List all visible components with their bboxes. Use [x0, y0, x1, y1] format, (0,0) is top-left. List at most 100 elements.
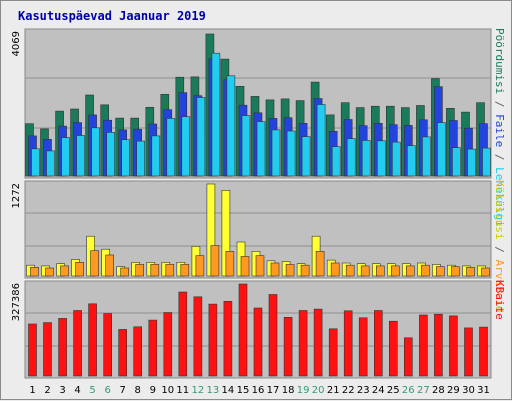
x-tick-label: 19: [297, 385, 310, 396]
bar: [331, 146, 341, 177]
bar: [286, 130, 296, 177]
legend-entry: /: [493, 147, 506, 167]
bar: [45, 267, 54, 277]
bar: [196, 97, 206, 177]
y-max-label: 1272: [11, 183, 22, 208]
x-tick-label: 20: [312, 385, 325, 396]
bar: [451, 266, 460, 277]
panel-2: [24, 180, 492, 279]
bar: [31, 148, 40, 177]
bar: [330, 262, 340, 277]
plot-panels: [24, 28, 492, 379]
bar: [390, 265, 400, 277]
bar: [211, 52, 221, 177]
bar: [422, 136, 431, 177]
legend-entry: Külastusi: [493, 180, 506, 240]
bar: [481, 267, 490, 277]
x-tick-label: 13: [207, 385, 220, 396]
bar: [388, 320, 398, 377]
bar: [135, 264, 144, 277]
bar: [360, 265, 370, 277]
bar: [193, 296, 203, 377]
bar: [452, 147, 461, 177]
y-max-label: 4069: [11, 31, 22, 56]
bar: [151, 135, 161, 177]
bar: [436, 266, 445, 277]
bar: [43, 322, 52, 377]
x-tick-label: 6: [105, 385, 111, 396]
x-tick-label: 16: [252, 385, 265, 396]
x-tick-label: 14: [222, 385, 235, 396]
legend-entry: Lehekülgi: [493, 167, 506, 227]
bar: [482, 147, 491, 177]
x-tick-label: 17: [267, 385, 280, 396]
bar: [90, 250, 99, 277]
bar: [298, 310, 308, 377]
bar: [255, 255, 265, 277]
bar: [403, 337, 413, 377]
bar: [180, 264, 190, 277]
x-tick-label: 23: [357, 385, 370, 396]
x-tick-label: 29: [447, 385, 460, 396]
bar: [118, 329, 127, 377]
bar: [479, 326, 488, 377]
panel-1: [24, 28, 492, 179]
legend-panel2: Külastusi / Arvuteid: [493, 180, 506, 312]
bar: [76, 135, 85, 177]
bar: [373, 310, 383, 377]
x-tick-label: 22: [342, 385, 355, 396]
bar: [283, 316, 293, 377]
bar: [271, 129, 281, 177]
legend-entry: /: [493, 94, 506, 114]
x-tick-label: 8: [135, 385, 141, 396]
x-tick-label: 28: [432, 385, 445, 396]
legend-entry: Faile: [493, 114, 506, 147]
bar: [88, 303, 97, 377]
bar: [361, 140, 371, 177]
bar: [181, 116, 191, 177]
x-tick-label: 15: [237, 385, 250, 396]
bar: [28, 323, 37, 377]
bar: [256, 121, 266, 177]
bar: [61, 137, 70, 177]
bar: [419, 314, 428, 377]
bar: [376, 140, 386, 177]
legend-panel3: KBaite: [493, 280, 506, 320]
bar: [467, 148, 476, 177]
bar: [316, 104, 326, 177]
bar: [210, 245, 220, 277]
legend-entry: Pöördumisi: [493, 28, 506, 94]
x-tick-label: 7: [120, 385, 126, 396]
x-tick-label: 24: [372, 385, 385, 396]
bar: [346, 138, 356, 177]
bar: [163, 312, 173, 377]
bar: [178, 291, 188, 377]
x-tick-label: 5: [89, 385, 95, 396]
panel-3: [24, 280, 492, 379]
bar: [268, 294, 278, 377]
bar: [103, 313, 112, 377]
bar: [30, 266, 39, 277]
y-axis-labels: 4069 1272 327386: [11, 31, 22, 321]
legend-group: Pöördumisi / Faile / LehekülgiKülastusi …: [493, 28, 506, 320]
x-tick-label: 26: [402, 385, 415, 396]
bar: [225, 251, 235, 277]
x-tick-label: 11: [176, 385, 189, 396]
bar: [421, 264, 430, 277]
bar: [315, 251, 325, 277]
bar: [240, 256, 250, 277]
x-tick-label: 18: [282, 385, 295, 396]
bar: [75, 261, 84, 277]
bar: [195, 255, 205, 277]
bar: [449, 315, 458, 377]
bar: [226, 75, 236, 177]
bar: [148, 319, 158, 377]
bar: [301, 136, 311, 177]
bar: [106, 132, 115, 177]
bar: [313, 308, 323, 377]
bar: [464, 327, 473, 377]
bar: [121, 139, 130, 177]
bar: [437, 122, 446, 177]
bar: [285, 264, 295, 277]
